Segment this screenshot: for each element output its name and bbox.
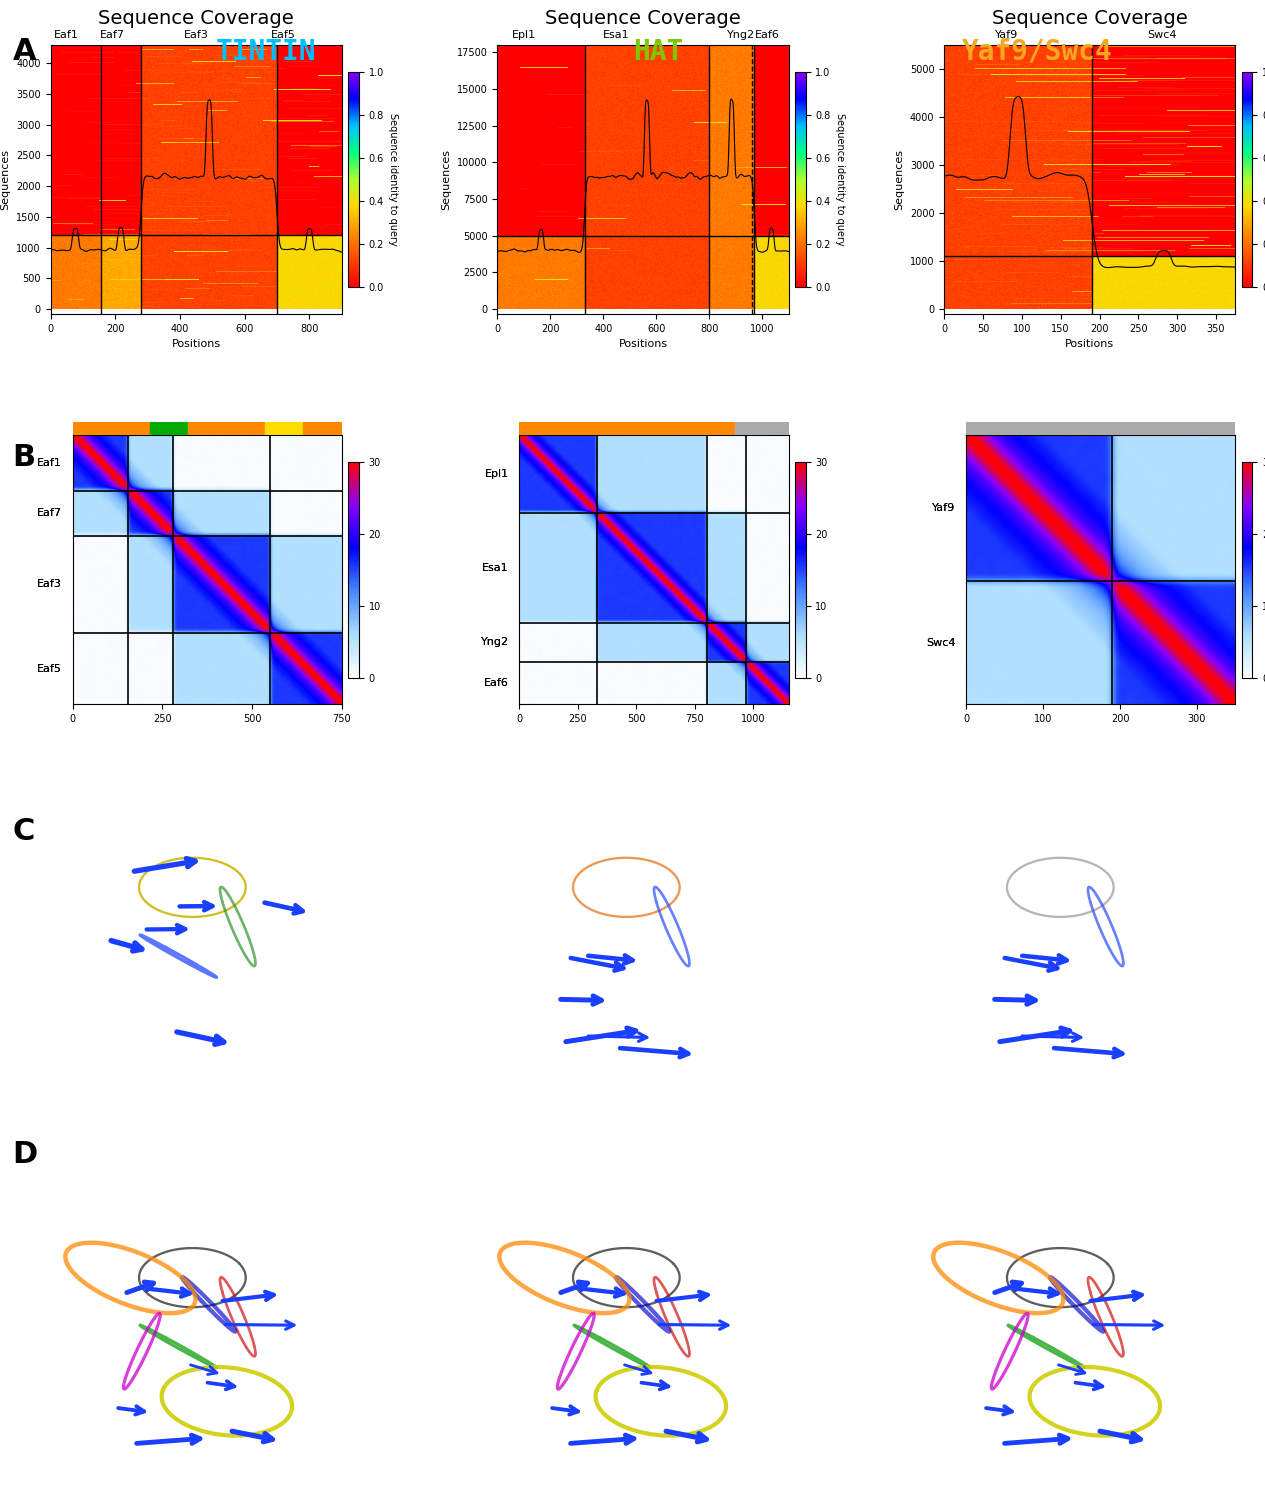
- Text: Eaf5: Eaf5: [37, 663, 62, 674]
- Text: Eaf3: Eaf3: [37, 579, 62, 590]
- Text: Eaf3: Eaf3: [183, 30, 209, 39]
- Title: Sequence Coverage: Sequence Coverage: [99, 9, 293, 28]
- Text: HAT: HAT: [632, 38, 683, 66]
- Text: Eaf1: Eaf1: [37, 458, 62, 468]
- Text: Yng2: Yng2: [481, 638, 509, 648]
- Text: D: D: [13, 1140, 38, 1168]
- Text: Eaf6: Eaf6: [483, 678, 509, 688]
- Text: Eaf5: Eaf5: [37, 663, 62, 674]
- Text: Yaf9/Swc4: Yaf9/Swc4: [961, 38, 1113, 66]
- Text: Yng2: Yng2: [481, 638, 509, 648]
- Text: Esa1: Esa1: [603, 30, 630, 39]
- Text: C: C: [13, 818, 35, 846]
- Text: Yaf9: Yaf9: [994, 30, 1018, 39]
- Text: Swc4: Swc4: [926, 638, 955, 648]
- Title: Sequence Coverage: Sequence Coverage: [545, 9, 741, 28]
- Y-axis label: Sequence identity to query: Sequence identity to query: [835, 112, 845, 246]
- Title: Sequence Coverage: Sequence Coverage: [992, 9, 1188, 28]
- Y-axis label: Sequences: Sequences: [441, 148, 452, 210]
- Text: Epl1: Epl1: [512, 30, 536, 39]
- Text: Swc4: Swc4: [1147, 30, 1176, 39]
- Text: Epl1: Epl1: [484, 470, 509, 478]
- Text: Eaf7: Eaf7: [100, 30, 124, 39]
- Text: Esa1: Esa1: [482, 562, 509, 573]
- Text: Eaf3: Eaf3: [37, 579, 62, 590]
- Y-axis label: Sequence identity to query: Sequence identity to query: [388, 112, 397, 246]
- Text: Eaf1: Eaf1: [54, 30, 80, 39]
- Text: Eaf7: Eaf7: [37, 509, 62, 519]
- X-axis label: Positions: Positions: [172, 339, 221, 350]
- Text: Yaf9: Yaf9: [932, 504, 955, 513]
- Text: Yng2: Yng2: [727, 30, 755, 39]
- Text: A: A: [13, 38, 37, 66]
- Text: Esa1: Esa1: [482, 562, 509, 573]
- Y-axis label: Sequences: Sequences: [0, 148, 10, 210]
- Text: Epl1: Epl1: [484, 470, 509, 478]
- X-axis label: Positions: Positions: [619, 339, 668, 350]
- Text: Eaf5: Eaf5: [271, 30, 296, 39]
- Text: Eaf6: Eaf6: [483, 678, 509, 688]
- Y-axis label: Sequences: Sequences: [894, 148, 904, 210]
- Text: Eaf1: Eaf1: [37, 458, 62, 468]
- Text: B: B: [13, 442, 35, 471]
- Text: Eaf6: Eaf6: [755, 30, 779, 39]
- X-axis label: Positions: Positions: [1065, 339, 1114, 350]
- Text: TINTIN: TINTIN: [215, 38, 316, 66]
- Text: Yaf9: Yaf9: [932, 504, 955, 513]
- Text: Swc4: Swc4: [926, 638, 955, 648]
- Text: Eaf7: Eaf7: [37, 509, 62, 519]
